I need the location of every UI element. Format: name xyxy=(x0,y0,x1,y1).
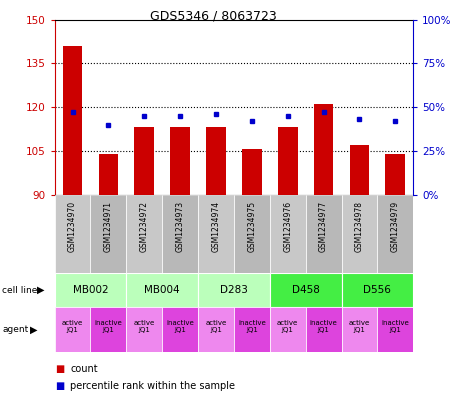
Bar xyxy=(91,307,126,352)
Bar xyxy=(91,195,126,273)
Text: count: count xyxy=(70,364,98,374)
Text: GSM1234978: GSM1234978 xyxy=(355,201,364,252)
Bar xyxy=(55,273,126,307)
Text: inactive
JQ1: inactive JQ1 xyxy=(310,320,337,333)
Bar xyxy=(162,307,198,352)
Text: GSM1234971: GSM1234971 xyxy=(104,201,113,252)
Text: agent: agent xyxy=(2,325,28,334)
Bar xyxy=(126,307,162,352)
Bar xyxy=(342,195,378,273)
Bar xyxy=(342,307,378,352)
Text: inactive
JQ1: inactive JQ1 xyxy=(238,320,266,333)
Bar xyxy=(234,307,270,352)
Bar xyxy=(306,195,342,273)
Text: active
JQ1: active JQ1 xyxy=(277,320,298,333)
Bar xyxy=(126,195,162,273)
Text: percentile rank within the sample: percentile rank within the sample xyxy=(70,381,235,391)
Bar xyxy=(278,127,298,195)
Text: inactive
JQ1: inactive JQ1 xyxy=(381,320,409,333)
Bar xyxy=(270,273,342,307)
Text: active
JQ1: active JQ1 xyxy=(133,320,155,333)
Bar xyxy=(342,273,413,307)
Bar xyxy=(270,307,306,352)
Bar xyxy=(170,127,190,195)
Text: MB002: MB002 xyxy=(73,285,108,295)
Text: active
JQ1: active JQ1 xyxy=(62,320,83,333)
Bar xyxy=(206,127,226,195)
Bar xyxy=(198,273,270,307)
Bar xyxy=(126,273,198,307)
Text: GSM1234975: GSM1234975 xyxy=(247,201,257,252)
Text: ■: ■ xyxy=(55,381,64,391)
Bar xyxy=(198,195,234,273)
Bar xyxy=(385,154,405,195)
Bar xyxy=(134,127,154,195)
Bar xyxy=(63,46,83,195)
Bar xyxy=(378,195,413,273)
Text: inactive
JQ1: inactive JQ1 xyxy=(166,320,194,333)
Text: GSM1234977: GSM1234977 xyxy=(319,201,328,252)
Text: GSM1234976: GSM1234976 xyxy=(283,201,292,252)
Text: D556: D556 xyxy=(363,285,391,295)
Text: active
JQ1: active JQ1 xyxy=(205,320,227,333)
Bar xyxy=(234,195,270,273)
Text: active
JQ1: active JQ1 xyxy=(349,320,370,333)
Text: ▶: ▶ xyxy=(30,325,38,334)
Text: D458: D458 xyxy=(292,285,320,295)
Bar xyxy=(55,195,91,273)
Text: GSM1234973: GSM1234973 xyxy=(176,201,185,252)
Text: cell line: cell line xyxy=(2,286,38,295)
Text: GDS5346 / 8063723: GDS5346 / 8063723 xyxy=(151,10,277,23)
Bar xyxy=(306,307,342,352)
Bar xyxy=(270,195,306,273)
Bar xyxy=(98,154,118,195)
Text: inactive
JQ1: inactive JQ1 xyxy=(95,320,122,333)
Text: ■: ■ xyxy=(55,364,64,374)
Bar xyxy=(55,307,91,352)
Text: ▶: ▶ xyxy=(37,285,44,295)
Bar xyxy=(378,307,413,352)
Text: MB004: MB004 xyxy=(144,285,180,295)
Text: GSM1234979: GSM1234979 xyxy=(391,201,400,252)
Bar xyxy=(242,149,262,195)
Bar xyxy=(198,307,234,352)
Bar xyxy=(162,195,198,273)
Text: D283: D283 xyxy=(220,285,248,295)
Bar xyxy=(350,145,370,195)
Text: GSM1234974: GSM1234974 xyxy=(211,201,220,252)
Bar xyxy=(314,104,333,195)
Text: GSM1234972: GSM1234972 xyxy=(140,201,149,252)
Text: GSM1234970: GSM1234970 xyxy=(68,201,77,252)
